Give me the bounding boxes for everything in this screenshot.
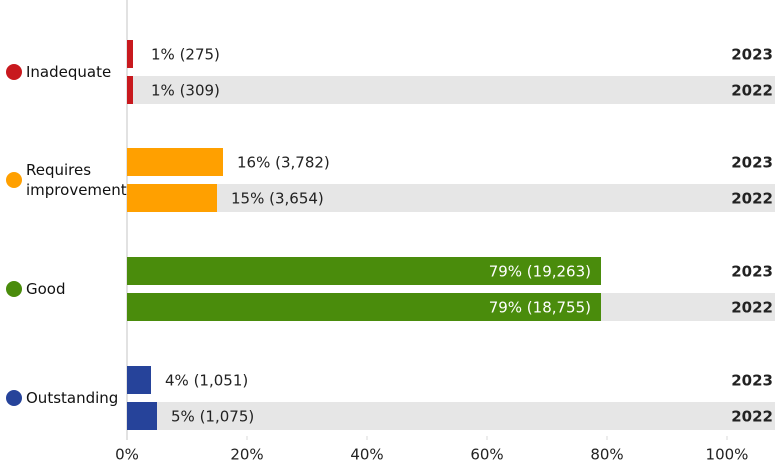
category-text: Good	[26, 280, 66, 298]
bar	[127, 257, 601, 285]
bar	[127, 40, 133, 68]
bar	[127, 184, 217, 212]
value-label: 1% (275)	[151, 46, 220, 64]
series-label: 2023	[731, 154, 773, 172]
series-label: 2022	[731, 190, 773, 208]
bar	[127, 293, 601, 321]
legend-dot	[6, 281, 22, 297]
value-label: 79% (18,755)	[489, 299, 591, 317]
x-tick-label: 80%	[590, 446, 623, 464]
category-label: Outstanding	[6, 388, 118, 408]
x-tick-label: 0%	[115, 446, 139, 464]
category-text: Outstanding	[26, 389, 119, 407]
series-label: 2022	[731, 408, 773, 426]
value-label: 16% (3,782)	[237, 154, 330, 172]
category-label: Inadequate	[6, 62, 118, 82]
value-label: 1% (309)	[151, 82, 220, 100]
x-tick-label: 100%	[706, 446, 749, 464]
category-text: Inadequate	[26, 63, 112, 81]
bar	[127, 76, 133, 104]
value-label: 79% (19,263)	[489, 263, 591, 281]
row-band	[127, 76, 775, 104]
value-label: 4% (1,051)	[165, 372, 248, 390]
series-label: 2022	[731, 82, 773, 100]
x-tick-label: 20%	[230, 446, 263, 464]
category-label: Requires improvement	[6, 160, 127, 200]
legend-dot	[6, 64, 22, 80]
row-band	[127, 184, 775, 212]
bar	[127, 402, 157, 430]
legend-dot	[6, 172, 22, 188]
x-tick-label: 40%	[350, 446, 383, 464]
series-label: 2023	[731, 372, 773, 390]
series-label: 2023	[731, 263, 773, 281]
bar	[127, 148, 223, 176]
x-tick-label: 60%	[470, 446, 503, 464]
value-label: 15% (3,654)	[231, 190, 324, 208]
row-band	[127, 402, 775, 430]
category-label: Good	[6, 279, 118, 299]
value-label: 5% (1,075)	[171, 408, 254, 426]
category-text: Requires improvement	[26, 161, 127, 199]
legend-dot	[6, 390, 22, 406]
series-label: 2022	[731, 299, 773, 317]
bar	[127, 366, 151, 394]
series-label: 2023	[731, 46, 773, 64]
